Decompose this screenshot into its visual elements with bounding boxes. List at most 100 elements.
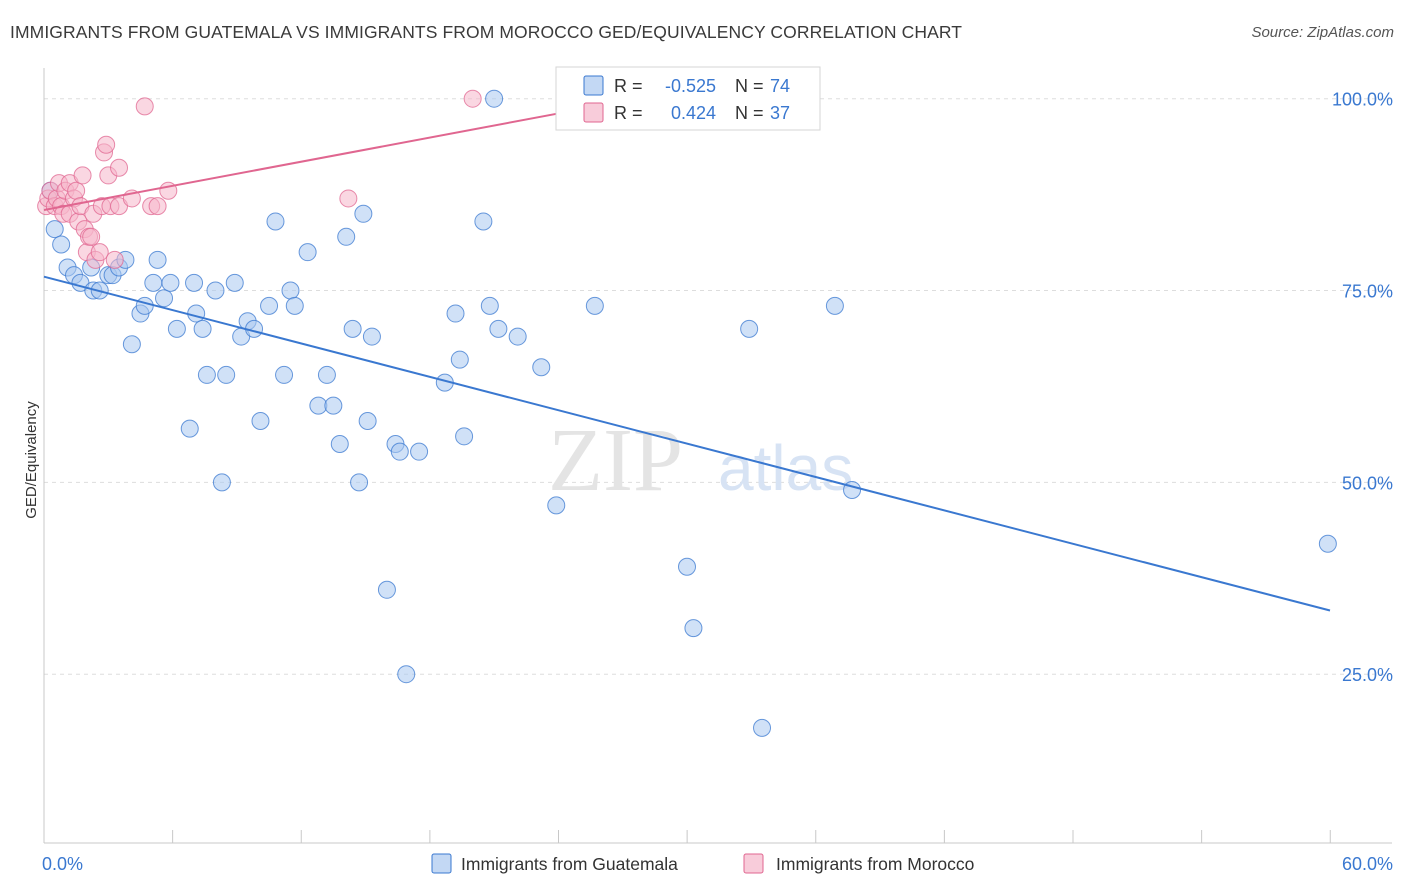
data-point-pink <box>105 250 124 269</box>
data-point-blue <box>275 365 294 384</box>
y-tick-label: 75.0% <box>1342 282 1393 302</box>
data-point-blue <box>354 204 373 223</box>
legend-n-value-guatemala: 74 <box>770 76 790 96</box>
data-point-blue <box>45 220 64 239</box>
data-point-blue <box>508 327 527 346</box>
legend-n-label-morocco: N = <box>735 103 764 123</box>
data-point-blue <box>122 335 141 354</box>
y-axis-label: GED/Equivalency <box>23 401 40 519</box>
data-point-blue <box>455 427 474 446</box>
data-point-blue <box>377 580 396 599</box>
data-point-pink <box>135 97 154 116</box>
legend-r-label-morocco: R = <box>614 103 643 123</box>
data-point-blue <box>135 296 154 315</box>
data-point-blue <box>298 243 317 262</box>
x-tick-label: 60.0% <box>1342 854 1393 874</box>
data-point-blue <box>285 296 304 315</box>
data-point-blue <box>144 273 163 292</box>
trend-line-blue <box>43 275 1331 612</box>
data-point-blue <box>474 212 493 231</box>
data-point-blue <box>281 281 300 300</box>
data-point-blue <box>52 235 71 254</box>
data-point-blue <box>684 619 703 638</box>
data-points <box>37 89 1337 737</box>
trend-line-pink <box>43 108 581 211</box>
tick-labels: 25.0% 50.0% 75.0% 100.0% 0.0% 60.0% <box>42 90 1393 874</box>
data-point-pink <box>82 227 101 246</box>
data-point-pink <box>339 189 358 208</box>
axes <box>43 68 1392 844</box>
data-point-blue <box>678 557 696 576</box>
legend-r-value-guatemala: -0.525 <box>665 76 716 96</box>
x-tick-label: 0.0% <box>42 854 83 874</box>
data-point-blue <box>317 365 336 384</box>
legend-n-label-guatemala: N = <box>735 76 764 96</box>
legend-n-value-morocco: 37 <box>770 103 790 123</box>
legend-r-value-morocco: 0.424 <box>671 103 716 123</box>
data-point-blue <box>217 365 236 384</box>
data-point-blue <box>197 365 216 384</box>
data-point-blue <box>330 434 349 453</box>
data-point-blue <box>410 442 429 461</box>
data-point-blue <box>489 319 508 338</box>
data-point-blue <box>450 350 469 369</box>
watermark-zip: ZIP <box>548 411 683 510</box>
legend-bottom-label-guatemala: Immigrants from Guatemala <box>461 854 678 874</box>
data-point-pink <box>90 243 109 262</box>
data-point-blue <box>212 473 231 492</box>
data-point-blue <box>547 496 566 515</box>
chart-title: IMMIGRANTS FROM GUATEMALA VS IMMIGRANTS … <box>10 22 963 42</box>
data-point-blue <box>485 89 504 108</box>
legend-bottom-swatch-guatemala <box>431 853 452 874</box>
data-point-blue <box>1318 534 1337 553</box>
data-point-blue <box>446 304 465 323</box>
data-point-pink <box>148 197 167 216</box>
gridlines <box>44 98 1392 675</box>
trend-lines <box>43 108 1331 612</box>
y-tick-label: 100.0% <box>1332 90 1393 110</box>
y-tick-label: 50.0% <box>1342 473 1393 493</box>
data-point-blue <box>480 296 499 315</box>
data-point-blue <box>532 358 551 377</box>
data-point-blue <box>358 411 377 430</box>
data-point-blue <box>193 319 212 338</box>
data-point-pink <box>110 158 129 177</box>
data-point-blue <box>260 296 279 315</box>
data-point-blue <box>343 319 362 338</box>
data-point-blue <box>390 442 409 461</box>
data-point-blue <box>148 250 167 269</box>
data-point-blue <box>251 411 270 430</box>
legend-top: R = -0.525 N = 74 R = 0.424 N = 37 <box>555 66 821 131</box>
data-point-blue <box>167 319 186 338</box>
data-point-blue <box>753 718 772 737</box>
data-point-blue <box>324 396 343 415</box>
legend-bottom-swatch-morocco <box>743 853 764 874</box>
data-point-blue <box>585 296 604 315</box>
data-point-blue <box>185 273 204 292</box>
data-point-blue <box>187 304 206 323</box>
data-point-pink <box>97 135 116 154</box>
data-point-blue <box>161 273 180 292</box>
data-point-blue <box>337 227 356 246</box>
data-point-pink <box>67 181 86 200</box>
data-point-blue <box>350 473 369 492</box>
legend-swatch-morocco <box>583 102 604 123</box>
data-point-pink <box>73 166 92 185</box>
data-point-blue <box>309 396 328 415</box>
watermark-atlas: atlas <box>718 432 853 504</box>
data-point-pink <box>463 89 482 108</box>
legend-bottom: Immigrants from Guatemala Immigrants fro… <box>431 853 974 874</box>
data-point-blue <box>155 289 174 308</box>
data-point-blue <box>225 273 244 292</box>
data-point-blue <box>362 327 381 346</box>
data-point-blue <box>740 319 759 338</box>
legend-bottom-label-morocco: Immigrants from Morocco <box>776 854 974 874</box>
data-point-blue <box>180 419 199 438</box>
data-point-blue <box>266 212 285 231</box>
data-point-blue <box>397 665 416 684</box>
watermark: ZIP atlas <box>548 411 853 510</box>
legend-r-label-guatemala: R = <box>614 76 643 96</box>
legend-swatch-guatemala <box>583 75 604 96</box>
data-point-blue <box>206 281 225 300</box>
